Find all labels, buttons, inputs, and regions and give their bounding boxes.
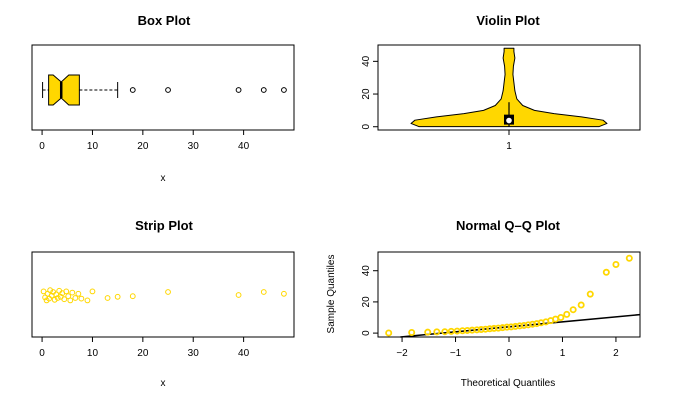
qq-point xyxy=(552,315,560,323)
qq-point xyxy=(447,327,455,335)
strip-point xyxy=(51,296,58,303)
qq-plot-ylabel: Sample Quantiles xyxy=(326,255,337,334)
qq-point xyxy=(433,328,441,336)
x-tick-label: 20 xyxy=(137,141,149,152)
y-tick-label: 20 xyxy=(361,296,372,308)
box-plot-marks xyxy=(42,74,287,106)
qq-reference-line xyxy=(400,313,641,338)
violin-body xyxy=(410,47,608,128)
x-tick-label: 0 xyxy=(39,348,45,359)
strip-point xyxy=(84,297,91,304)
qq-point xyxy=(441,328,449,336)
outlier-point xyxy=(260,87,267,93)
box-plot-xlabel: x xyxy=(161,173,166,184)
strip-point xyxy=(40,288,47,295)
x-tick-label: 1 xyxy=(506,141,512,152)
box-plot-x-axis: 0 10 20 30 40 xyxy=(39,129,250,152)
strip-point xyxy=(281,290,287,297)
strip-plot-title: Strip Plot xyxy=(135,218,193,233)
strip-plot-marks xyxy=(40,287,287,304)
qq-point xyxy=(503,323,511,331)
strip-point xyxy=(104,295,111,301)
y-tick-label: 0 xyxy=(361,330,372,336)
violin-plot-marks xyxy=(410,47,608,128)
qq-plot-marks xyxy=(385,254,641,338)
qq-point xyxy=(612,260,620,268)
notched-box xyxy=(48,74,80,106)
x-tick-label: 10 xyxy=(87,348,99,359)
strip-plot-panel: Strip Plot 0 10 20 30 40 x xyxy=(31,218,295,389)
box-plot-panel: Box Plot 0 10 20 30 40 x xyxy=(31,13,295,184)
qq-point xyxy=(569,306,577,314)
qq-point xyxy=(486,325,494,333)
strip-point xyxy=(75,290,82,297)
x-tick-label: −2 xyxy=(396,348,408,359)
violin-median xyxy=(506,117,512,124)
qq-point xyxy=(473,326,481,334)
qq-point xyxy=(577,301,585,309)
strip-point xyxy=(54,295,61,301)
y-tick-label: 20 xyxy=(361,88,372,100)
qq-plot-title: Normal Q–Q Plot xyxy=(456,218,561,233)
strip-point xyxy=(61,296,68,303)
x-tick-label: 0 xyxy=(506,348,512,359)
x-tick-label: 40 xyxy=(238,141,250,152)
y-tick-label: 40 xyxy=(361,55,372,67)
strip-point xyxy=(53,291,60,298)
qq-point xyxy=(477,326,485,334)
y-tick-label: 40 xyxy=(361,265,372,277)
strip-point xyxy=(260,289,267,295)
strip-point xyxy=(129,293,136,300)
qq-point xyxy=(408,328,416,336)
box-plot-title: Box Plot xyxy=(138,13,191,28)
x-tick-label: 30 xyxy=(188,141,200,152)
outlier-point xyxy=(165,87,171,93)
x-tick-label: 10 xyxy=(87,141,99,152)
x-tick-label: −1 xyxy=(450,348,462,359)
y-tick-label: 0 xyxy=(361,124,372,130)
strip-point xyxy=(235,292,242,298)
strip-point xyxy=(165,289,171,295)
x-tick-label: 20 xyxy=(137,348,149,359)
violin-plot-title: Violin Plot xyxy=(476,13,540,28)
qq-point xyxy=(385,329,393,337)
violin-plot-axes: 0 20 40 1 xyxy=(361,44,641,152)
qq-point xyxy=(602,268,610,276)
qq-point xyxy=(490,324,498,332)
qq-plot-xlabel: Theoretical Quantiles xyxy=(461,378,556,389)
qq-point xyxy=(557,314,565,322)
qq-point xyxy=(424,328,432,336)
violin-plot-panel: Violin Plot 0 20 40 1 xyxy=(361,13,641,152)
x-tick-label: 1 xyxy=(560,348,566,359)
x-tick-label: 40 xyxy=(238,348,250,359)
strip-point xyxy=(67,297,74,304)
outlier-point xyxy=(281,87,287,93)
strip-point xyxy=(89,288,96,295)
x-tick-label: 30 xyxy=(188,348,200,359)
qq-point xyxy=(586,290,594,298)
strip-point xyxy=(78,295,85,302)
x-tick-label: 2 xyxy=(613,348,619,359)
strip-point xyxy=(114,293,121,300)
outlier-point xyxy=(129,87,136,93)
strip-point xyxy=(63,288,70,295)
strip-plot-x-axis: 0 10 20 30 40 xyxy=(39,336,250,359)
x-tick-label: 0 xyxy=(39,141,45,152)
strip-plot-xlabel: x xyxy=(161,378,166,389)
strip-point xyxy=(47,287,54,294)
qq-point xyxy=(563,310,571,318)
outlier-point xyxy=(235,87,242,93)
strip-point xyxy=(69,289,76,296)
qq-point xyxy=(625,254,633,262)
strip-point xyxy=(72,295,79,301)
